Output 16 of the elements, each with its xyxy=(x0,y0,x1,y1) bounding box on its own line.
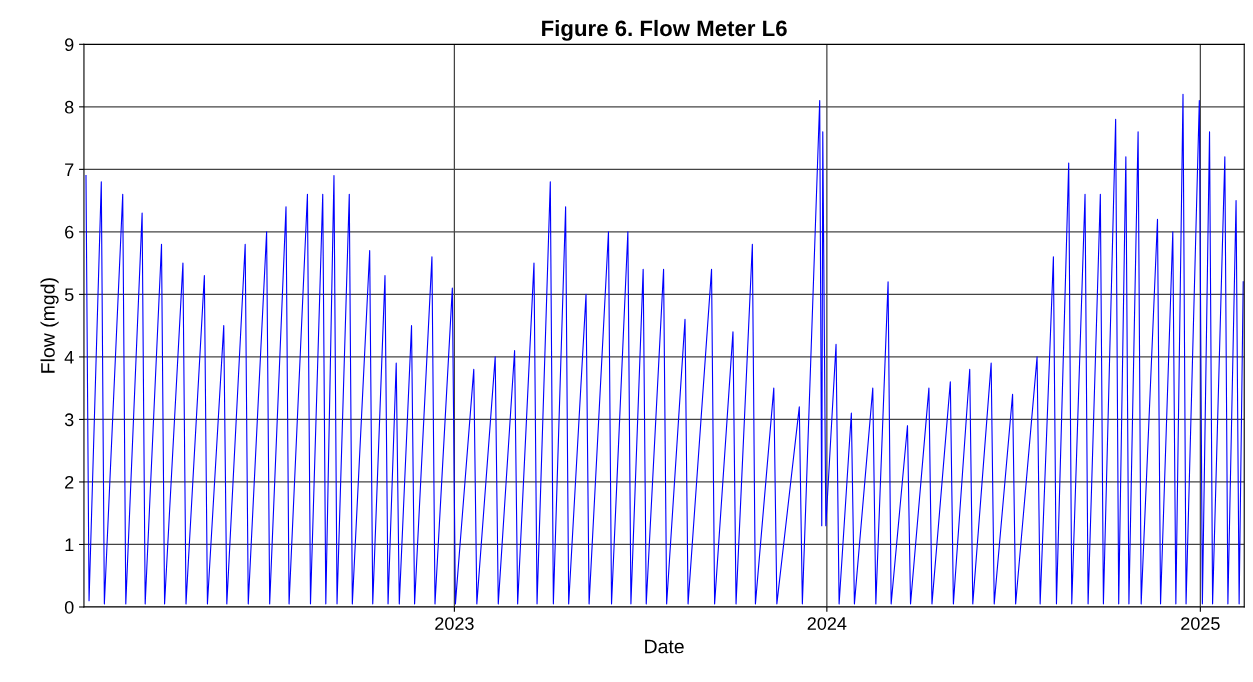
y-tick-label: 0 xyxy=(64,600,74,614)
y-tick-label: 1 xyxy=(65,538,74,552)
y-tick-label: 4 xyxy=(64,351,74,364)
x-tick-label: 2023 xyxy=(435,617,474,630)
y-tick-label: 6 xyxy=(65,225,74,239)
x-tick-label: 2025 xyxy=(1181,617,1220,630)
y-tick-label: 8 xyxy=(64,100,74,114)
y-tick-label: 2 xyxy=(65,475,74,489)
y-tick-label: 7 xyxy=(65,163,74,176)
y-tick-label: 9 xyxy=(65,38,74,52)
chart-title: Figure 6. Flow Meter L6 xyxy=(542,19,787,41)
x-axis-title: Date xyxy=(645,639,684,654)
y-axis-title: Flow (mgd) xyxy=(40,278,59,373)
y-tick-label: 5 xyxy=(64,288,74,302)
x-tick-label: 2024 xyxy=(807,617,847,630)
y-tick-label: 3 xyxy=(64,413,74,427)
